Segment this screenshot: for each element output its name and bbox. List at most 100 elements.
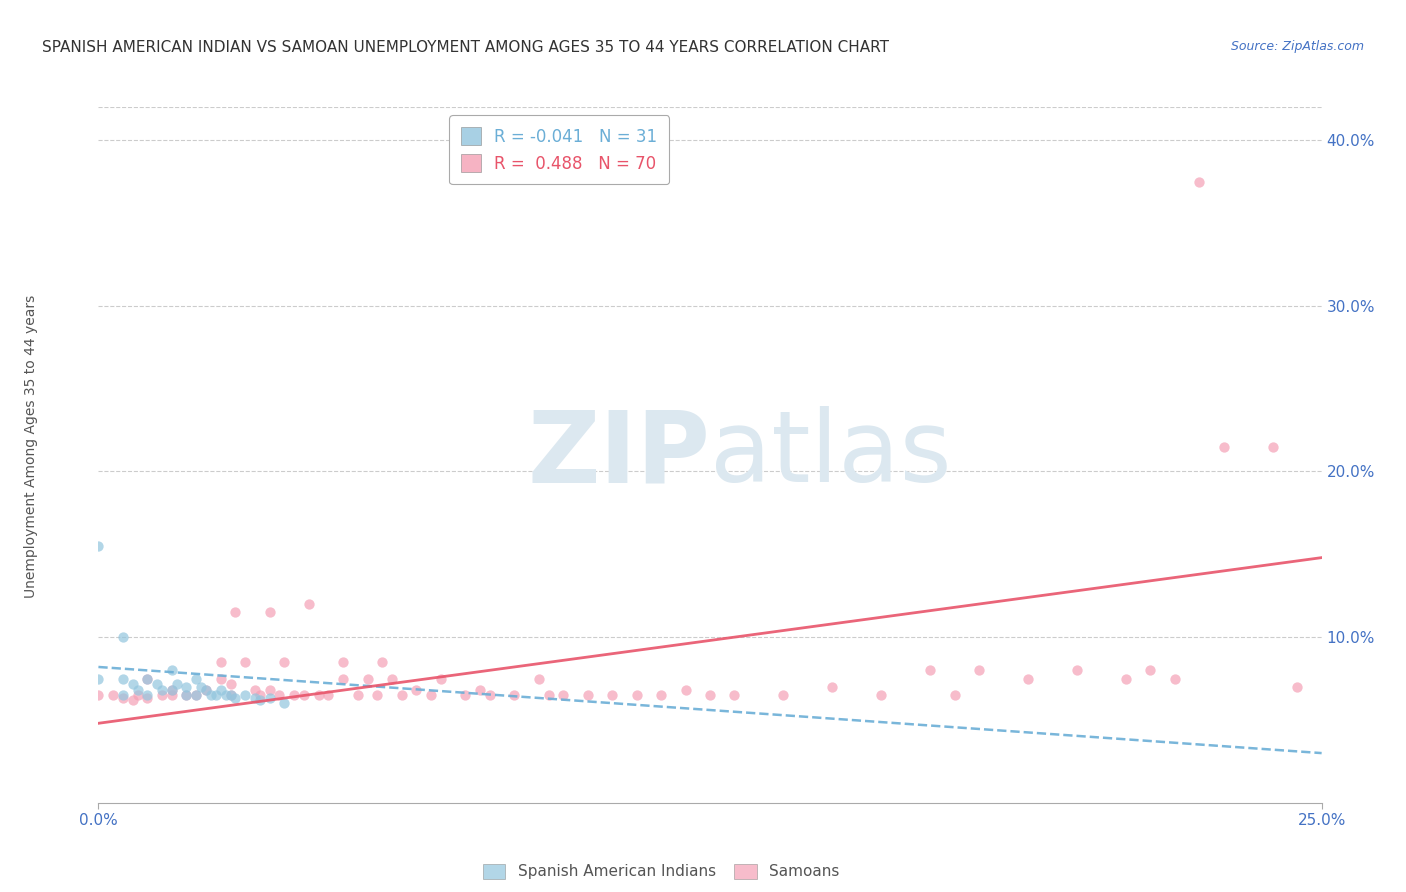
Text: SPANISH AMERICAN INDIAN VS SAMOAN UNEMPLOYMENT AMONG AGES 35 TO 44 YEARS CORRELA: SPANISH AMERICAN INDIAN VS SAMOAN UNEMPL…: [42, 40, 889, 55]
Point: [318, 688, 340, 702]
Point: [219, 676, 242, 690]
Point: [967, 663, 990, 677]
Point: [160, 663, 183, 677]
Point: [1115, 672, 1137, 686]
Point: [699, 688, 721, 702]
Point: [176, 680, 198, 694]
Point: [136, 688, 159, 702]
Point: [166, 676, 188, 690]
Point: [243, 691, 266, 706]
Point: [146, 676, 169, 690]
Point: [537, 688, 560, 702]
Point: [186, 688, 208, 702]
Point: [454, 688, 477, 702]
Text: Unemployment Among Ages 35 to 44 years: Unemployment Among Ages 35 to 44 years: [24, 294, 38, 598]
Point: [195, 683, 218, 698]
Point: [371, 655, 394, 669]
Point: [127, 688, 149, 702]
Point: [870, 688, 893, 702]
Point: [381, 672, 404, 686]
Point: [332, 672, 354, 686]
Point: [269, 688, 291, 702]
Point: [249, 693, 271, 707]
Point: [150, 688, 173, 702]
Point: [283, 688, 305, 702]
Point: [121, 693, 143, 707]
Point: [332, 655, 354, 669]
Point: [209, 672, 232, 686]
Point: [186, 672, 208, 686]
Point: [111, 630, 134, 644]
Point: [111, 672, 134, 686]
Point: [1139, 663, 1161, 677]
Point: [224, 691, 246, 706]
Point: [111, 688, 134, 702]
Point: [233, 688, 256, 702]
Point: [87, 672, 110, 686]
Point: [292, 688, 315, 702]
Point: [233, 655, 256, 669]
Point: [136, 672, 159, 686]
Point: [176, 688, 198, 702]
Point: [821, 680, 844, 694]
Point: [200, 688, 222, 702]
Point: [249, 688, 271, 702]
Point: [243, 683, 266, 698]
Text: ZIP: ZIP: [527, 407, 710, 503]
Point: [1188, 175, 1211, 189]
Point: [430, 672, 453, 686]
Point: [420, 688, 443, 702]
Point: [209, 655, 232, 669]
Text: Source: ZipAtlas.com: Source: ZipAtlas.com: [1230, 40, 1364, 54]
Point: [219, 688, 242, 702]
Point: [259, 691, 281, 706]
Point: [160, 688, 183, 702]
Point: [1017, 672, 1039, 686]
Point: [723, 688, 745, 702]
Point: [205, 688, 228, 702]
Point: [273, 655, 295, 669]
Point: [101, 688, 124, 702]
Point: [1066, 663, 1088, 677]
Point: [468, 683, 491, 698]
Legend: Spanish American Indians, Samoans: Spanish American Indians, Samoans: [477, 857, 846, 886]
Point: [675, 683, 697, 698]
Point: [160, 683, 183, 698]
Point: [503, 688, 526, 702]
Point: [127, 683, 149, 698]
Point: [195, 683, 218, 698]
Point: [346, 688, 368, 702]
Point: [356, 672, 378, 686]
Point: [1261, 440, 1284, 454]
Point: [259, 605, 281, 619]
Point: [576, 688, 599, 702]
Point: [259, 683, 281, 698]
Point: [176, 688, 198, 702]
Text: atlas: atlas: [710, 407, 952, 503]
Point: [553, 688, 575, 702]
Point: [391, 688, 413, 702]
Point: [219, 688, 242, 702]
Point: [209, 683, 232, 698]
Point: [273, 697, 295, 711]
Point: [366, 688, 388, 702]
Point: [136, 691, 159, 706]
Point: [136, 672, 159, 686]
Point: [650, 688, 672, 702]
Point: [920, 663, 942, 677]
Point: [527, 672, 550, 686]
Point: [87, 539, 110, 553]
Point: [600, 688, 623, 702]
Point: [478, 688, 501, 702]
Point: [1286, 680, 1309, 694]
Point: [308, 688, 330, 702]
Point: [111, 691, 134, 706]
Point: [298, 597, 321, 611]
Point: [87, 688, 110, 702]
Point: [405, 683, 427, 698]
Point: [1212, 440, 1234, 454]
Point: [943, 688, 966, 702]
Point: [214, 688, 236, 702]
Point: [186, 688, 208, 702]
Point: [1164, 672, 1187, 686]
